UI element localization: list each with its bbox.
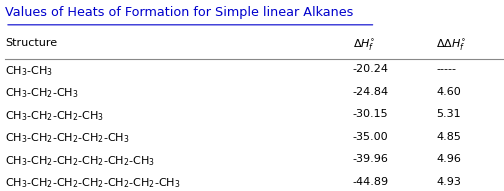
Text: 4.85: 4.85 (436, 132, 461, 142)
Text: CH$_3$-CH$_2$-CH$_2$-CH$_2$-CH$_2$-CH$_2$-CH$_3$: CH$_3$-CH$_2$-CH$_2$-CH$_2$-CH$_2$-CH$_2… (5, 177, 180, 190)
Text: $\Delta\Delta H_f^{\circ}$: $\Delta\Delta H_f^{\circ}$ (436, 38, 466, 53)
Text: Values of Heats of Formation for Simple linear Alkanes: Values of Heats of Formation for Simple … (5, 6, 353, 19)
Text: CH$_3$-CH$_2$-CH$_2$-CH$_3$: CH$_3$-CH$_2$-CH$_2$-CH$_3$ (5, 109, 104, 123)
Text: -20.24: -20.24 (353, 64, 389, 74)
Text: CH$_3$-CH$_2$-CH$_2$-CH$_2$-CH$_2$-CH$_3$: CH$_3$-CH$_2$-CH$_2$-CH$_2$-CH$_2$-CH$_3… (5, 154, 155, 168)
Text: -----: ----- (436, 64, 456, 74)
Text: Structure: Structure (5, 38, 57, 48)
Text: CH$_3$-CH$_2$-CH$_3$: CH$_3$-CH$_2$-CH$_3$ (5, 87, 79, 100)
Text: CH$_3$-CH$_2$-CH$_2$-CH$_2$-CH$_3$: CH$_3$-CH$_2$-CH$_2$-CH$_2$-CH$_3$ (5, 132, 130, 145)
Text: 5.31: 5.31 (436, 109, 461, 119)
Text: 4.60: 4.60 (436, 87, 461, 96)
Text: -39.96: -39.96 (353, 154, 389, 164)
Text: 4.96: 4.96 (436, 154, 461, 164)
Text: CH$_3$-CH$_3$: CH$_3$-CH$_3$ (5, 64, 53, 78)
Text: -35.00: -35.00 (353, 132, 389, 142)
Text: $\Delta H_f^{\circ}$: $\Delta H_f^{\circ}$ (353, 38, 375, 53)
Text: -24.84: -24.84 (353, 87, 389, 96)
Text: 4.93: 4.93 (436, 177, 461, 187)
Text: -30.15: -30.15 (353, 109, 389, 119)
Text: -44.89: -44.89 (353, 177, 389, 187)
